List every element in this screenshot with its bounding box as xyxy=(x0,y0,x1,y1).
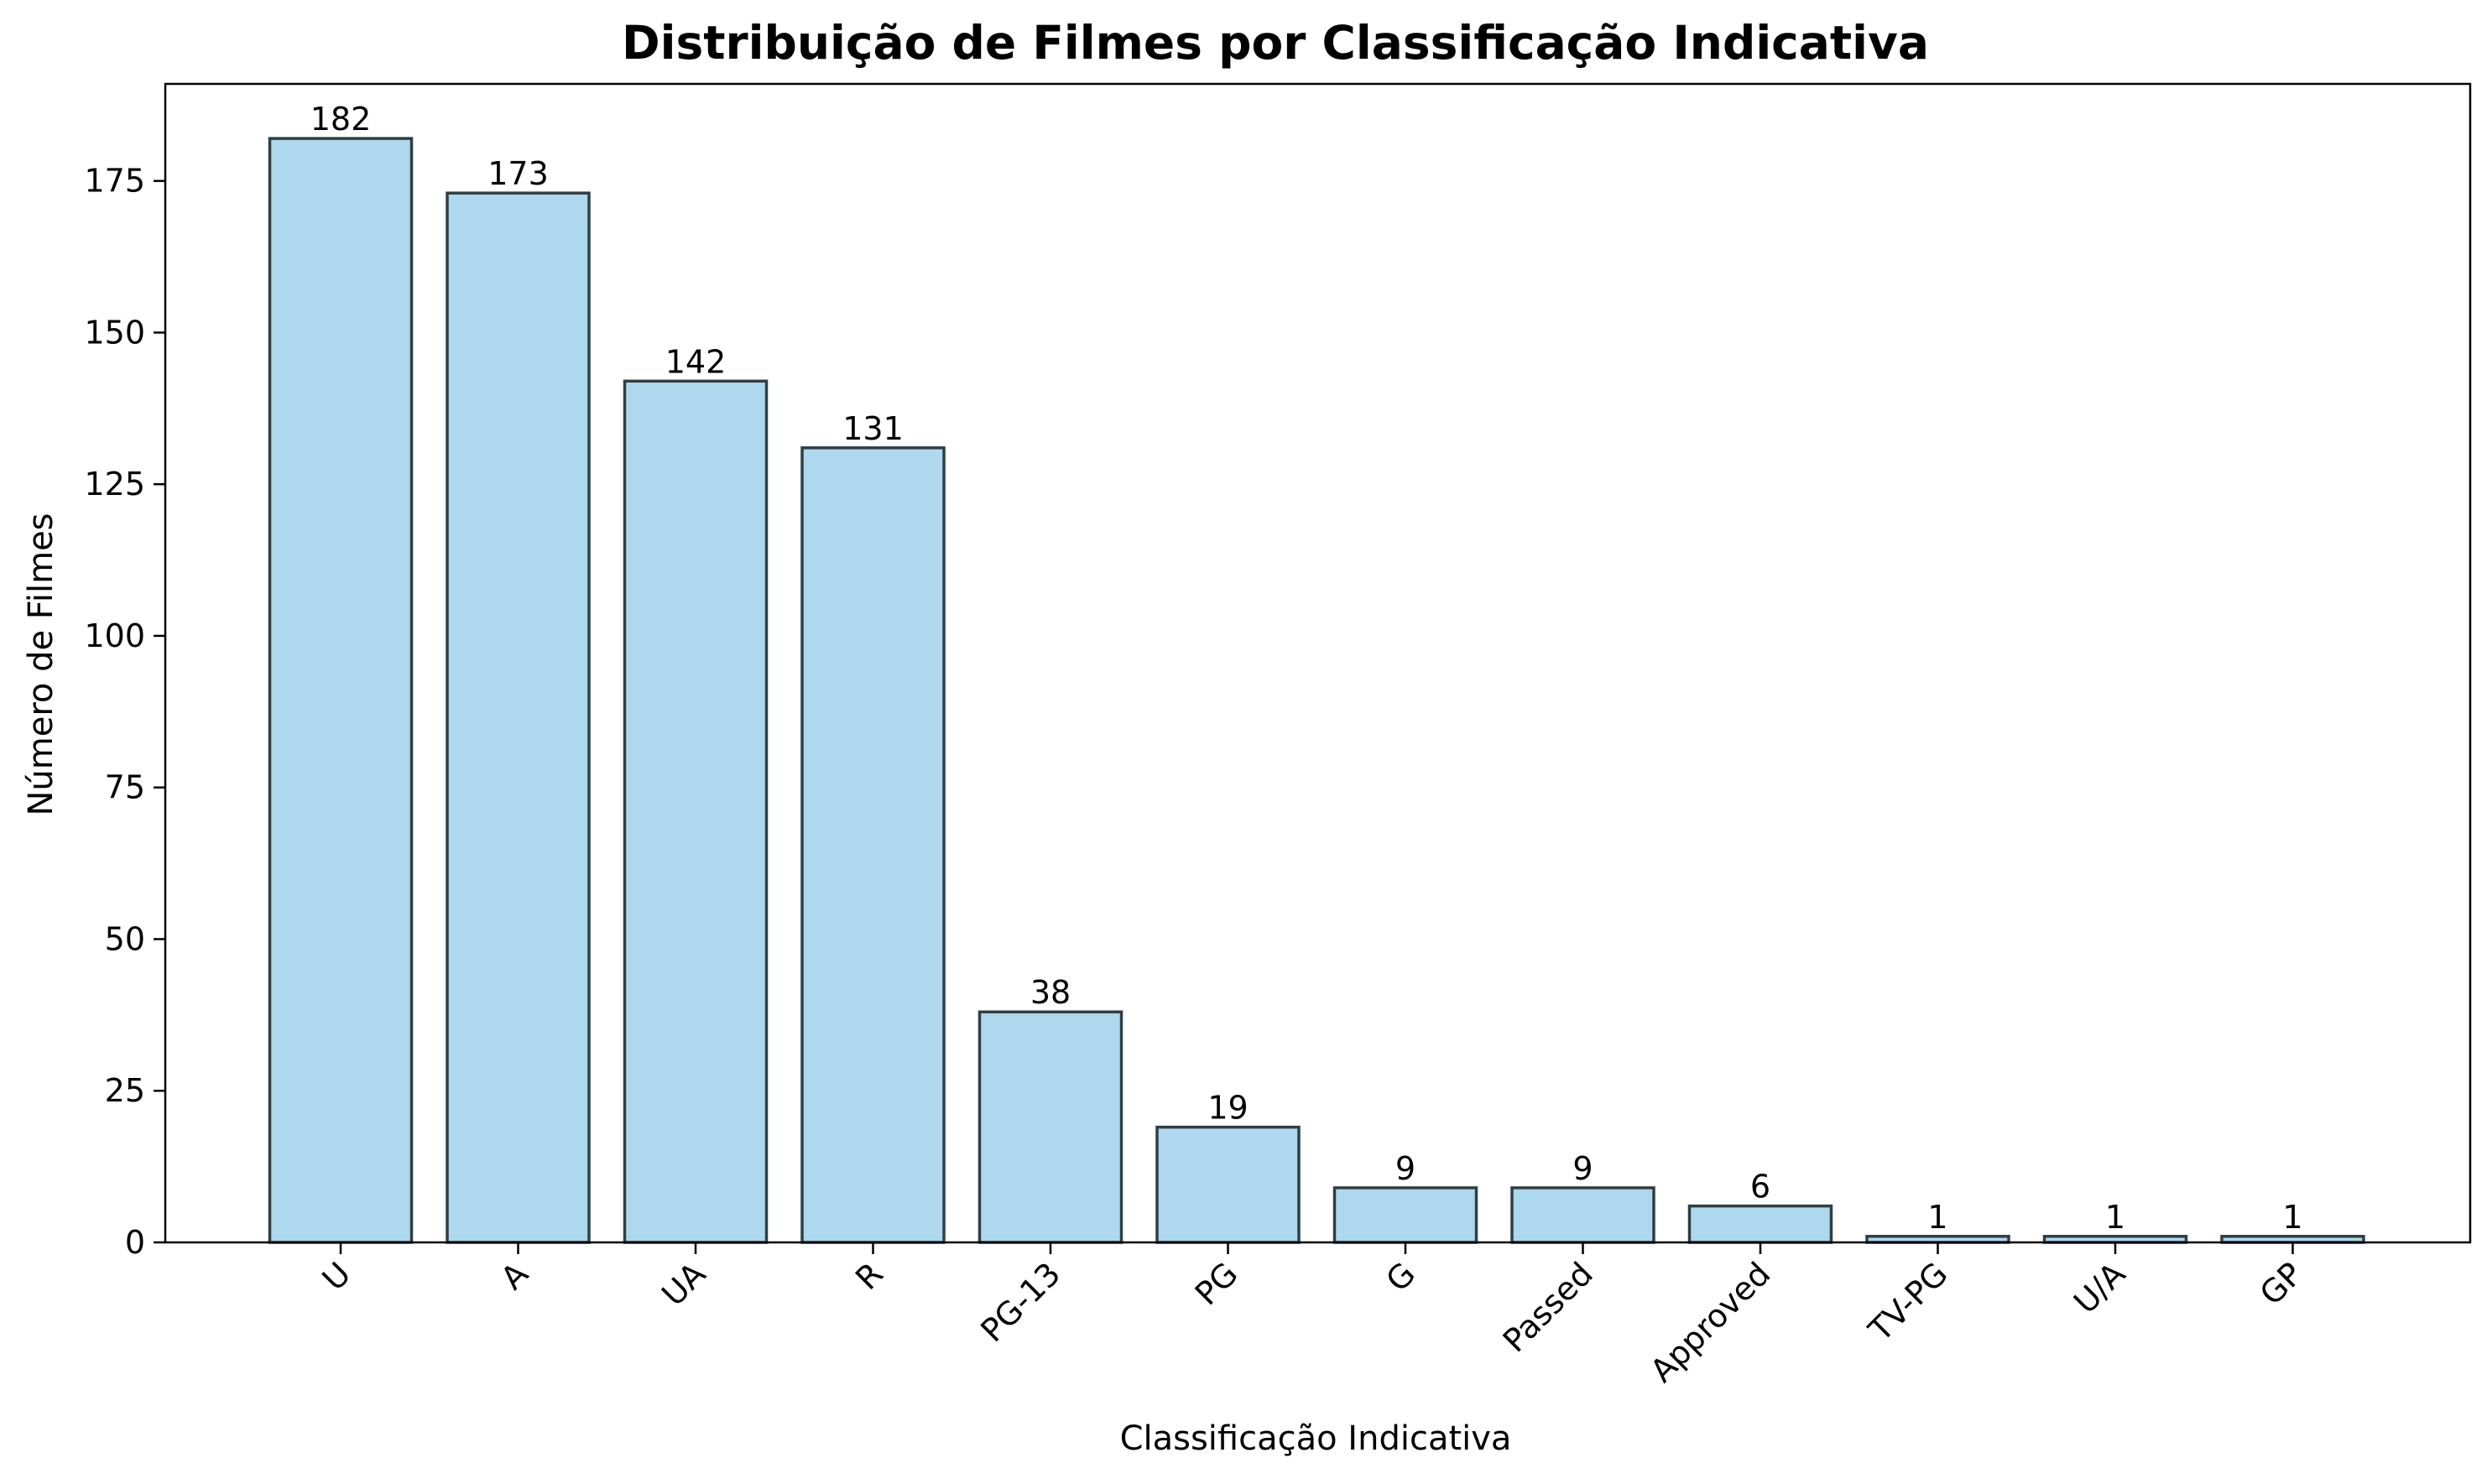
bar-value-label: 1 xyxy=(1927,1199,1947,1236)
x-tick-label: G xyxy=(1379,1255,1422,1299)
y-axis-ticks: 0 25 50 75 100 125 150 175 xyxy=(84,163,165,1261)
x-tick-label: U/A xyxy=(2067,1255,2132,1320)
bar-u xyxy=(268,137,414,1244)
bar-a xyxy=(446,191,591,1244)
chart-title: Distribuição de Filmes por Classificação… xyxy=(622,16,1929,70)
bar-value-label: 38 xyxy=(1030,974,1071,1011)
y-tick-label: 0 xyxy=(125,1224,145,1261)
bar-r xyxy=(800,446,946,1244)
x-tick-label: R xyxy=(848,1255,890,1297)
x-tick-label: UA xyxy=(654,1255,712,1313)
x-axis-ticks: U A UA R PG-13 PG G Passed Approved TV-PG U/A GP xyxy=(315,1242,2310,1389)
y-tick-label: 25 xyxy=(105,1072,145,1109)
bar-approved xyxy=(1687,1204,1833,1244)
bar-ua xyxy=(623,379,769,1244)
x-tick-label: GP xyxy=(2253,1255,2310,1312)
bar-passed xyxy=(1510,1186,1655,1244)
x-tick-label: A xyxy=(493,1255,534,1296)
y-axis-label: Número de Filmes xyxy=(22,513,60,815)
bar-value-label: 173 xyxy=(487,155,549,192)
bar-pg-13 xyxy=(978,1010,1123,1244)
x-tick-label: PG-13 xyxy=(973,1255,1067,1349)
x-tick-label: U xyxy=(315,1255,358,1298)
x-tick-label: Approved xyxy=(1643,1255,1777,1389)
y-tick-label: 150 xyxy=(84,314,145,351)
bar-g xyxy=(1332,1186,1478,1244)
bar-value-label: 182 xyxy=(310,101,372,138)
bar-pg xyxy=(1155,1125,1301,1244)
y-tick-label: 125 xyxy=(84,466,145,502)
bar-value-label: 19 xyxy=(1207,1090,1248,1127)
bar-value-label: 131 xyxy=(842,410,904,447)
y-tick-label: 50 xyxy=(105,920,145,957)
x-tick-label: PG xyxy=(1188,1255,1245,1312)
y-tick-label: 100 xyxy=(84,617,145,654)
bar-value-label: 6 xyxy=(1750,1169,1770,1205)
plot-area-frame xyxy=(164,82,2472,1244)
bar-value-label: 1 xyxy=(2105,1199,2125,1236)
x-tick-label: Passed xyxy=(1496,1255,1600,1359)
bar-value-label: 142 xyxy=(665,343,727,380)
x-tick-label: TV-PG xyxy=(1861,1255,1955,1349)
y-tick-label: 75 xyxy=(105,769,145,806)
y-tick-label: 175 xyxy=(84,163,145,200)
bars-group: 182 173 142 131 38 19 9 9 6 1 1 1 xyxy=(268,101,2365,1244)
x-axis-label: Classificação Indicativa xyxy=(1120,1419,1512,1458)
bar-value-label: 9 xyxy=(1572,1150,1593,1187)
bar-value-label: 9 xyxy=(1395,1150,1415,1187)
bar-value-label: 1 xyxy=(2282,1199,2302,1236)
